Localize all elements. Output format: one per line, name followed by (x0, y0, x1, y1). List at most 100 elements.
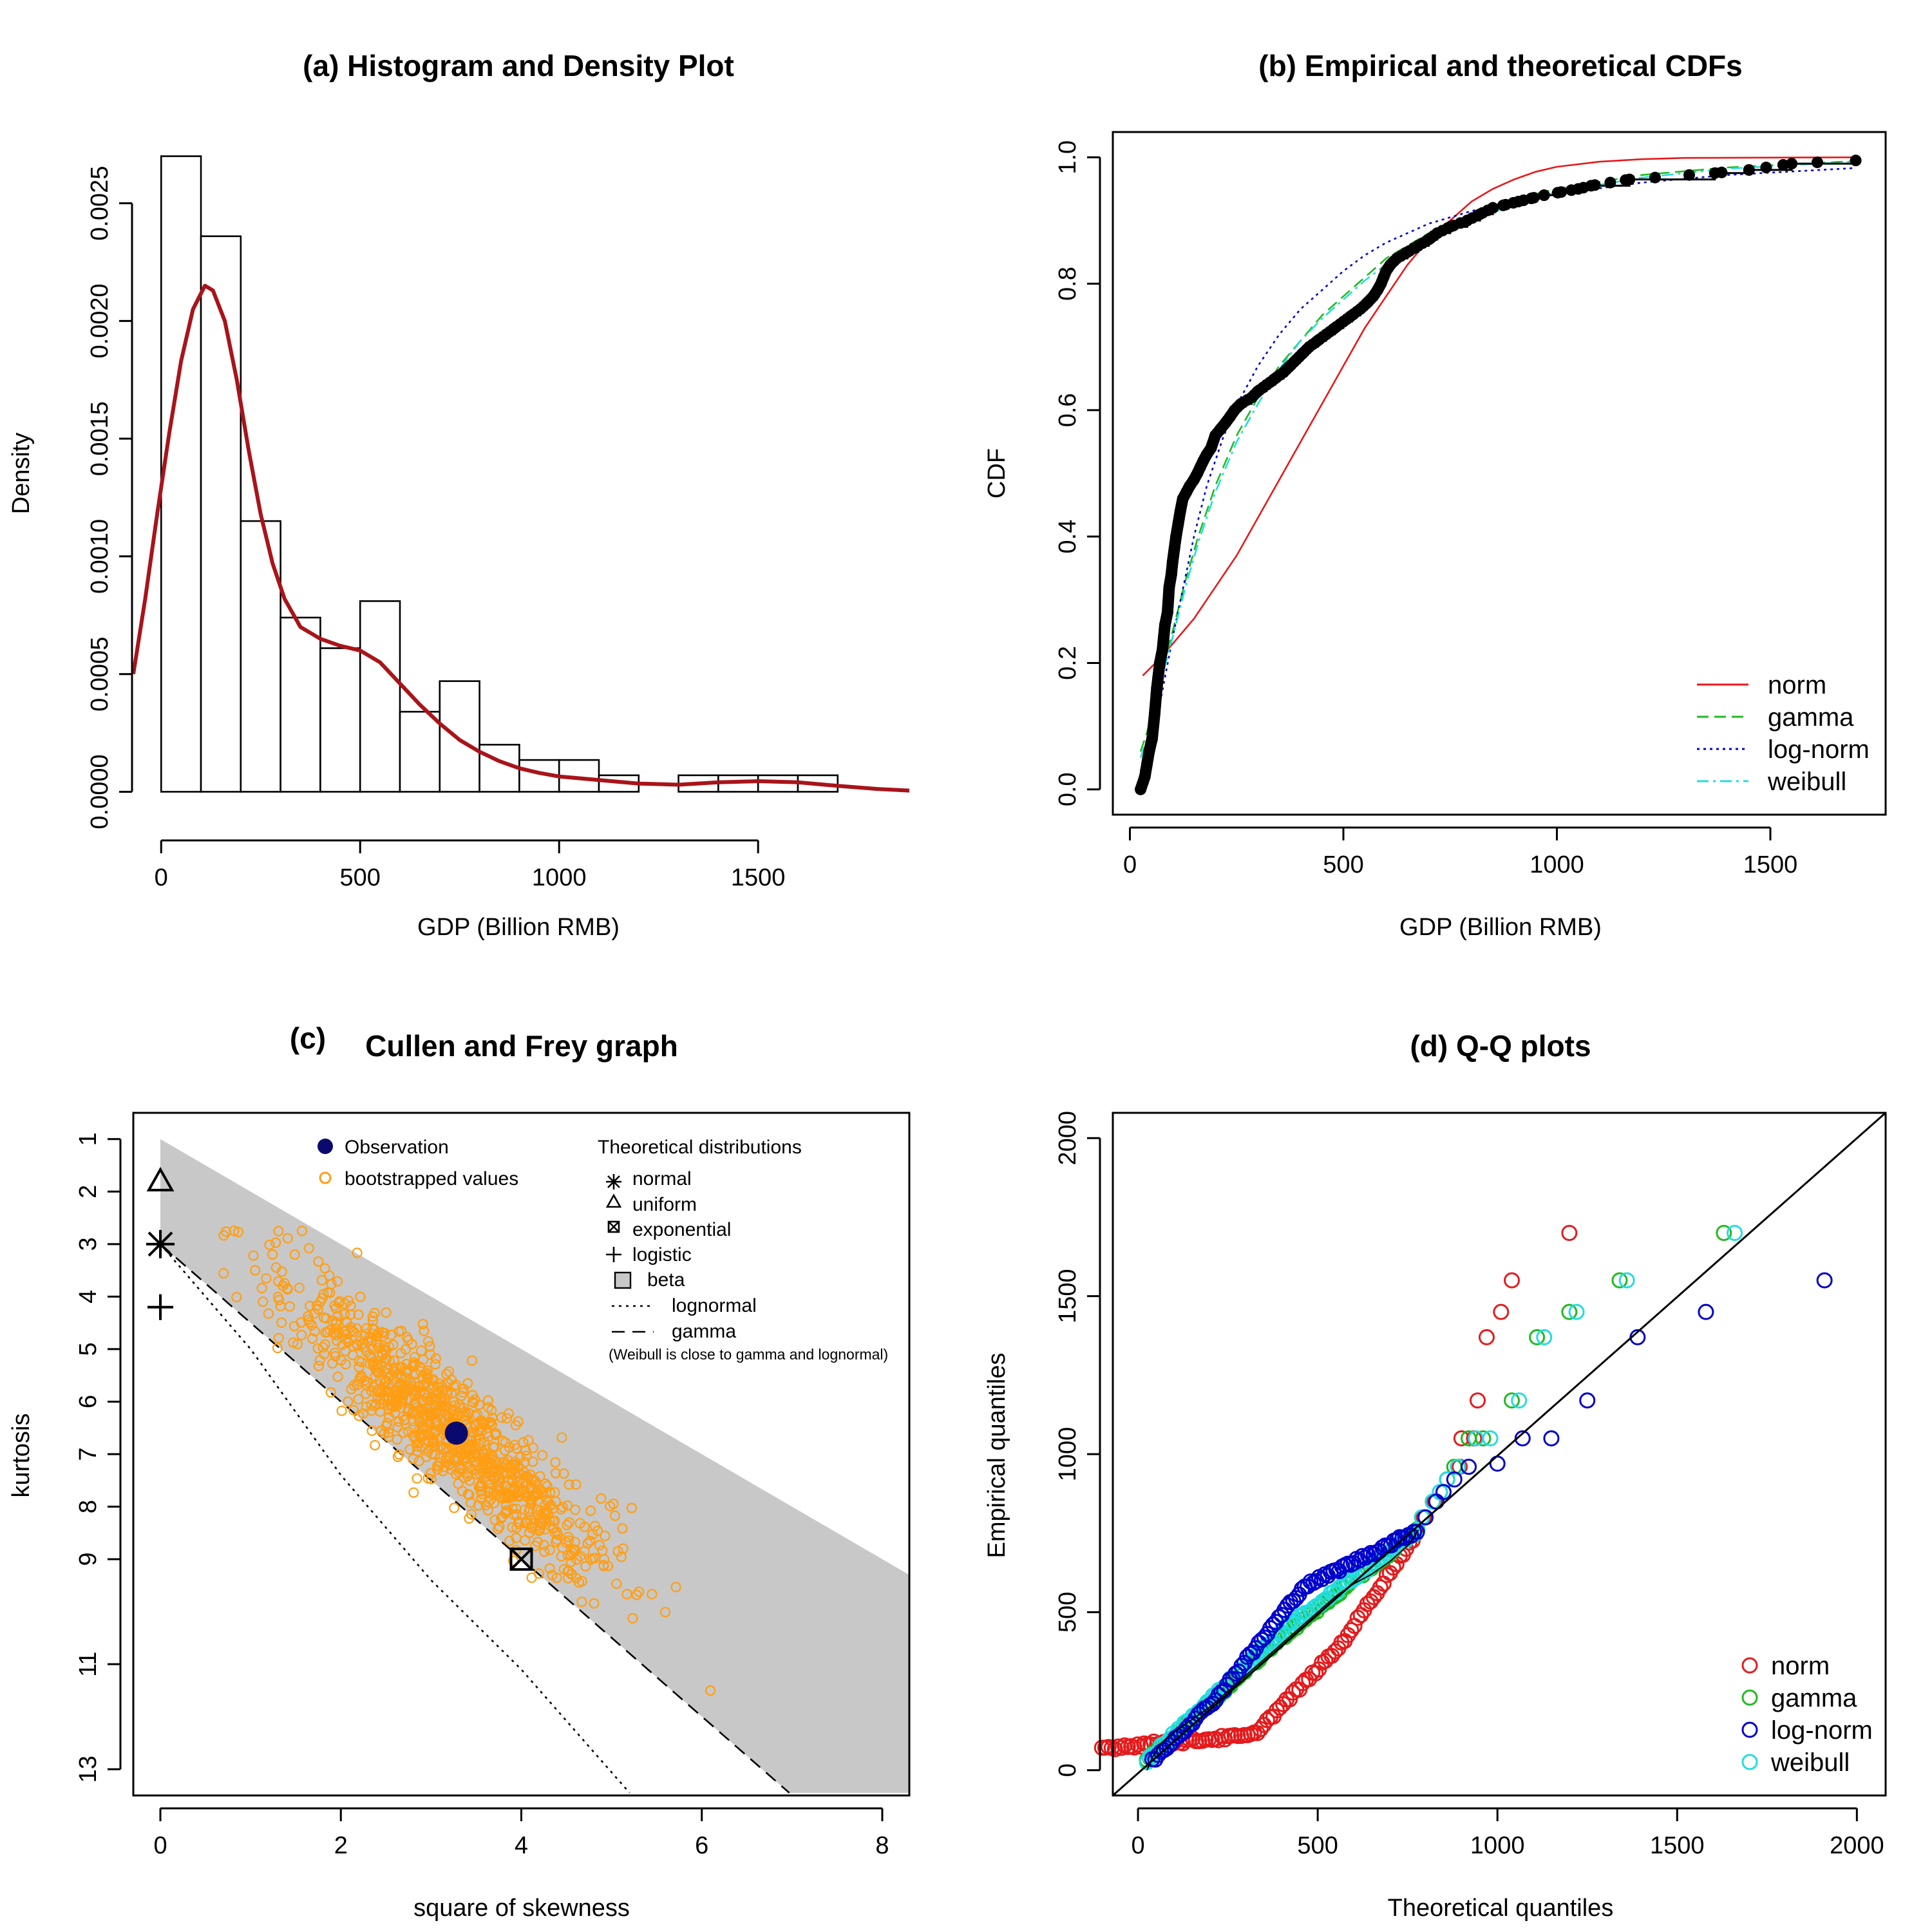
bootstrap-point (558, 1468, 569, 1479)
bootstrap-point (430, 1353, 441, 1364)
y-tick-label: 0.0020 (86, 283, 113, 358)
cdf-curve-norm (1142, 156, 1856, 677)
bootstrap-point (398, 1427, 409, 1438)
bootstrap-point (511, 1509, 522, 1520)
panel-b-xlabel: GDP (Billion RMB) (1399, 914, 1602, 941)
y-tick-label: 3 (75, 1237, 102, 1251)
bootstrap-point (471, 1409, 483, 1420)
x-tick-label: 2000 (1830, 1832, 1884, 1859)
bootstrap-point (364, 1332, 375, 1343)
bootstrap-point (421, 1452, 432, 1463)
qq-point-norm (1493, 1303, 1510, 1320)
bootstrap-point (634, 1586, 645, 1597)
bootstrap-point (659, 1607, 671, 1618)
bootstrap-point (383, 1341, 395, 1352)
bootstrap-point (272, 1343, 283, 1354)
bootstrap-point (473, 1399, 485, 1410)
bootstrap-point (527, 1523, 538, 1534)
bootstrap-point (372, 1356, 384, 1367)
empirical-point (1499, 198, 1511, 211)
bootstrap-point (392, 1400, 402, 1412)
bootstrap-point (258, 1296, 269, 1307)
bootstrap-point (611, 1578, 622, 1589)
bootstrap-point (375, 1406, 386, 1417)
qq-point-weibull (1618, 1272, 1635, 1289)
exponential-x-icon (510, 1548, 533, 1571)
bootstrap-point (399, 1415, 410, 1426)
empirical-point (1431, 227, 1443, 240)
bootstrap-point (437, 1381, 448, 1392)
bootstrap-point (608, 1499, 619, 1510)
bootstrap-point (545, 1487, 556, 1498)
empirical-point (1423, 233, 1435, 245)
bootstrap-point (313, 1256, 324, 1267)
empirical-point (1172, 518, 1184, 530)
bootstrap-point (579, 1521, 590, 1533)
bootstrap-point (553, 1530, 564, 1540)
bootstrap-point (550, 1468, 562, 1479)
bootstrap-point (483, 1487, 495, 1498)
observation-point (444, 1421, 468, 1445)
histogram-bar (359, 600, 401, 793)
bootstrap-point (473, 1500, 484, 1511)
qq-point-norm (1343, 1622, 1359, 1638)
bootstrap-point (422, 1365, 433, 1376)
bootstrap-point (316, 1274, 327, 1286)
y-tick-label: 1 (75, 1132, 102, 1146)
y-tick-label: 7 (75, 1447, 102, 1461)
legend-exponential-label: exponential (632, 1219, 731, 1240)
exponential-box-icon (509, 1548, 533, 1571)
bootstrap-point (354, 1356, 365, 1367)
bootstrap-point (304, 1317, 315, 1328)
bootstrap-point (431, 1461, 443, 1472)
bootstrap-point (567, 1544, 579, 1555)
legend-norm-label: norm (1768, 671, 1826, 699)
bootstrap-point (556, 1432, 567, 1443)
empirical-point (1412, 240, 1425, 252)
lognormal-line (160, 1243, 630, 1794)
empirical-point (1572, 183, 1584, 195)
bootstrap-point (509, 1459, 520, 1470)
bootstrap-point (366, 1335, 377, 1346)
panel-a-bars (160, 155, 839, 793)
bootstrap-point (599, 1554, 610, 1565)
histogram-bar (160, 155, 202, 793)
empirical-point (1166, 556, 1179, 568)
bootstrap-point (488, 1486, 499, 1497)
bootstrap-point (336, 1405, 347, 1416)
legend-lognorm-label: log-norm (1768, 735, 1870, 764)
bootstrap-point (408, 1454, 419, 1464)
bootstrap-point (573, 1577, 585, 1588)
bootstrap-point (339, 1309, 350, 1320)
bootstrap-point (261, 1273, 272, 1284)
bootstrap-point (542, 1497, 553, 1508)
beta-swatch (614, 1271, 632, 1289)
bootstrap-point (467, 1390, 478, 1401)
asterisk-icon (606, 1174, 621, 1189)
reference-line (1112, 1112, 1886, 1797)
bootstrap-point (530, 1476, 541, 1487)
legend-gamma-label: gamma (672, 1321, 736, 1342)
bootstrap-point (374, 1367, 384, 1378)
y-tick-label: 0.6 (1054, 393, 1081, 427)
y-tick-label: 2000 (1054, 1111, 1081, 1166)
panel-c-cullen-frey: (c) Cullen and Frey graph square of skew… (8, 1021, 911, 1922)
bootstrap-point (229, 1226, 240, 1236)
bootstrap-point (521, 1450, 532, 1461)
panel-c-reference-lines (160, 1243, 790, 1794)
legend-logistic-label: logistic (632, 1244, 692, 1265)
bootstrap-point (503, 1408, 515, 1419)
bootstrap-point (592, 1525, 603, 1537)
bootstrap-point (365, 1351, 377, 1362)
bootstrap-point (417, 1424, 428, 1435)
empirical-point (1146, 733, 1158, 745)
bootstrap-point (306, 1320, 317, 1331)
qq-point-norm (1213, 1728, 1230, 1745)
qq-point-log-norm (1446, 1471, 1463, 1488)
panel-b-ylabel: CDF (983, 448, 1010, 498)
bootstrap-point (467, 1426, 478, 1438)
bootstrap-point (538, 1490, 549, 1501)
y-tick-label: 0.0015 (86, 401, 113, 476)
bootstrap-point (533, 1568, 544, 1579)
